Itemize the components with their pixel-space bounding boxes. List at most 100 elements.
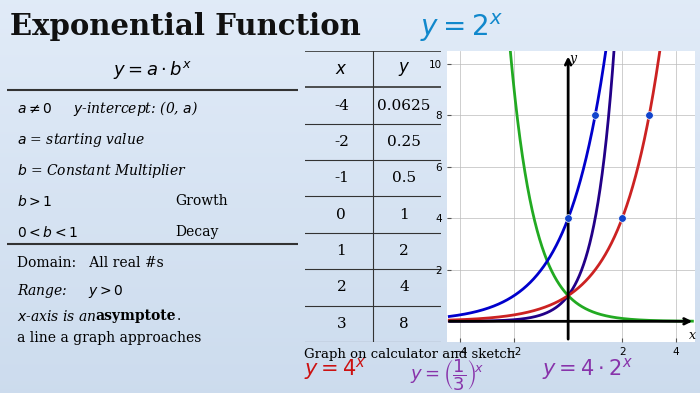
Text: Growth: Growth bbox=[176, 194, 228, 208]
Bar bbox=[0, 248, 700, 250]
Bar bbox=[0, 59, 700, 61]
Bar bbox=[0, 151, 700, 153]
Bar bbox=[0, 259, 700, 261]
Bar bbox=[0, 216, 700, 218]
Text: $x$-axis is an: $x$-axis is an bbox=[18, 309, 98, 324]
Bar bbox=[0, 106, 700, 108]
Bar bbox=[0, 39, 700, 41]
Bar bbox=[0, 269, 700, 271]
Bar bbox=[0, 18, 700, 20]
Bar bbox=[0, 165, 700, 167]
Bar bbox=[0, 37, 700, 39]
Bar bbox=[0, 234, 700, 236]
Bar bbox=[0, 365, 700, 367]
Text: Exponential Function: Exponential Function bbox=[10, 12, 361, 41]
Bar bbox=[0, 88, 700, 90]
Bar bbox=[0, 218, 700, 220]
Bar bbox=[0, 155, 700, 157]
Bar bbox=[0, 26, 700, 28]
Bar bbox=[0, 338, 700, 340]
Bar bbox=[0, 157, 700, 159]
Bar bbox=[0, 143, 700, 145]
Bar bbox=[0, 387, 700, 389]
Bar bbox=[0, 344, 700, 346]
Bar bbox=[0, 348, 700, 350]
Bar bbox=[0, 159, 700, 161]
Bar bbox=[0, 307, 700, 309]
Bar bbox=[0, 267, 700, 269]
Bar bbox=[0, 320, 700, 322]
Bar bbox=[0, 153, 700, 155]
Bar bbox=[0, 83, 700, 84]
Text: 0.0625: 0.0625 bbox=[377, 99, 430, 113]
Text: 0.5: 0.5 bbox=[392, 171, 416, 185]
Bar bbox=[0, 246, 700, 248]
Bar bbox=[0, 273, 700, 275]
Bar bbox=[0, 277, 700, 279]
Bar bbox=[0, 360, 700, 362]
Bar bbox=[0, 354, 700, 356]
Bar bbox=[0, 236, 700, 238]
Bar bbox=[0, 65, 700, 67]
Bar bbox=[0, 371, 700, 373]
Bar bbox=[0, 244, 700, 246]
Bar bbox=[0, 71, 700, 73]
Bar bbox=[0, 96, 700, 98]
Text: 4: 4 bbox=[399, 280, 409, 294]
Bar bbox=[0, 92, 700, 94]
Bar bbox=[0, 391, 700, 393]
Bar bbox=[0, 33, 700, 35]
Bar bbox=[0, 375, 700, 377]
Bar bbox=[0, 214, 700, 216]
Bar bbox=[0, 253, 700, 255]
Bar bbox=[0, 220, 700, 222]
Bar bbox=[0, 312, 700, 314]
Text: 1: 1 bbox=[337, 244, 346, 258]
Bar bbox=[0, 116, 700, 118]
Bar bbox=[0, 352, 700, 354]
Bar bbox=[0, 252, 700, 253]
Bar bbox=[0, 367, 700, 369]
Bar bbox=[0, 358, 700, 360]
Text: y: y bbox=[569, 52, 577, 65]
Bar bbox=[0, 179, 700, 181]
Bar bbox=[0, 279, 700, 281]
Bar bbox=[0, 149, 700, 151]
Bar bbox=[0, 346, 700, 348]
Bar bbox=[0, 98, 700, 100]
Bar bbox=[0, 181, 700, 183]
Bar bbox=[0, 171, 700, 173]
Text: $0 < b < 1$: $0 < b < 1$ bbox=[18, 225, 78, 240]
Text: $x$: $x$ bbox=[335, 61, 348, 78]
Bar bbox=[0, 2, 700, 4]
Bar bbox=[0, 126, 700, 128]
Bar bbox=[0, 94, 700, 96]
Bar bbox=[0, 342, 700, 344]
Bar bbox=[0, 383, 700, 385]
Bar bbox=[0, 14, 700, 16]
Bar bbox=[0, 177, 700, 179]
Bar bbox=[0, 263, 700, 265]
Bar bbox=[0, 6, 700, 8]
Bar bbox=[0, 108, 700, 110]
Bar bbox=[0, 198, 700, 200]
Bar bbox=[0, 4, 700, 6]
Bar bbox=[0, 204, 700, 206]
Bar bbox=[0, 122, 700, 124]
Bar bbox=[0, 35, 700, 37]
Text: .: . bbox=[177, 309, 181, 323]
Bar bbox=[0, 232, 700, 234]
Text: a line a graph approaches: a line a graph approaches bbox=[18, 331, 202, 345]
Bar bbox=[0, 57, 700, 59]
Bar bbox=[0, 128, 700, 130]
Text: 1: 1 bbox=[399, 208, 409, 222]
Text: $a \neq 0$     $y$-intercept: (0, $a$): $a \neq 0$ $y$-intercept: (0, $a$) bbox=[18, 99, 198, 118]
Bar bbox=[0, 316, 700, 318]
Text: -4: -4 bbox=[334, 99, 349, 113]
Bar bbox=[0, 41, 700, 43]
Bar bbox=[0, 328, 700, 330]
Text: -1: -1 bbox=[334, 171, 349, 185]
Bar bbox=[0, 112, 700, 114]
Bar bbox=[0, 84, 700, 86]
Bar bbox=[0, 226, 700, 228]
